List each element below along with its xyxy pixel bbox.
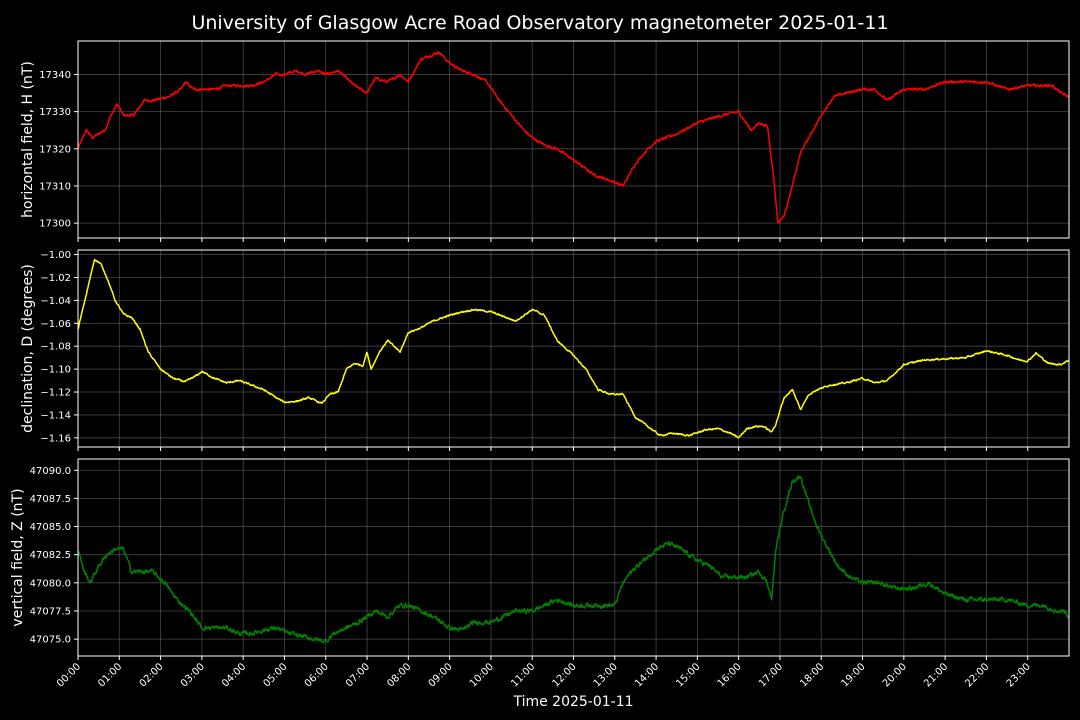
x-tick-label: 21:00 [922,661,950,689]
x-tick-label: 11:00 [509,661,537,689]
x-tick-label: 01:00 [96,661,124,689]
y-tick-label: 17300 [39,219,71,230]
plot-frame [77,458,1070,657]
panel-3: 47075.0 47077.5 47080.0 47082.5 47085.0 47087… [10,458,1070,660]
x-tick-label: 20:00 [881,661,909,689]
x-tick-label: 09:00 [427,661,455,689]
y-tick-label: 17310 [39,181,71,192]
x-axis-label: Time 2025-01-11 [512,694,633,710]
y-tick-label: −1.00 [40,250,71,261]
y-tick-label: −1.12 [40,388,71,399]
x-tick-label: 17:00 [757,661,785,689]
x-tick-label: 23:00 [1005,661,1033,689]
y-axis-label: horizontal field, H (nT) [20,61,36,218]
y-tick-label: 47080.0 [30,578,71,589]
x-tick-label: 16:00 [716,661,744,689]
y-tick-label: 17320 [39,144,71,155]
y-tick-label: −1.10 [40,365,71,376]
x-tick-label: 05:00 [261,661,289,689]
y-tick-label: 47075.0 [30,635,71,646]
x-tick-label: 02:00 [138,661,166,689]
y-tick-label: 47085.0 [30,522,71,533]
y-tick-label: 47082.5 [30,550,71,561]
x-tick-label: 08:00 [385,661,413,689]
y-axis-label: vertical field, Z (nT) [10,488,26,626]
x-tick-label: 06:00 [303,661,331,689]
y-tick-label: 47087.5 [30,494,71,505]
x-tick-label: 12:00 [550,661,578,689]
x-tick-label: 14:00 [633,661,661,689]
y-tick-label: −1.14 [40,410,71,421]
series-line-3 [77,475,1070,644]
y-tick-label: −1.08 [40,342,71,353]
x-tick-label: 10:00 [468,661,496,689]
panel-2: −1.16 −1.14 −1.12 −1.10 −1.08 −1.06 −1.04 −1.02… [20,249,1070,451]
x-tick-label: 18:00 [798,661,826,689]
plot-frame [77,40,1070,239]
y-axis-label: declination, D (degrees) [20,264,36,433]
x-tick-label: 15:00 [674,661,702,689]
x-tick-label: 07:00 [344,661,372,689]
series-line-1 [77,50,1070,224]
y-tick-label: −1.06 [40,319,71,330]
x-tick-label: 13:00 [592,661,620,689]
x-tick-label: 04:00 [220,661,248,689]
x-tick-label: 22:00 [963,661,991,689]
chart-title: University of Glasgow Acre Road Observat… [191,12,888,34]
series-line-2 [77,258,1070,439]
y-tick-label: 47090.0 [30,466,71,477]
x-tick-label: 00:00 [55,661,83,689]
y-tick-label: −1.02 [40,273,71,284]
y-tick-label: 17330 [39,107,71,118]
x-tick-label: 19:00 [840,661,868,689]
y-tick-label: 47077.5 [30,606,71,617]
plot-frame [77,249,1070,448]
y-tick-label: −1.04 [40,296,71,307]
y-tick-label: −1.16 [40,433,71,444]
x-tick-label: 03:00 [179,661,207,689]
y-tick-label: 17340 [39,70,71,81]
